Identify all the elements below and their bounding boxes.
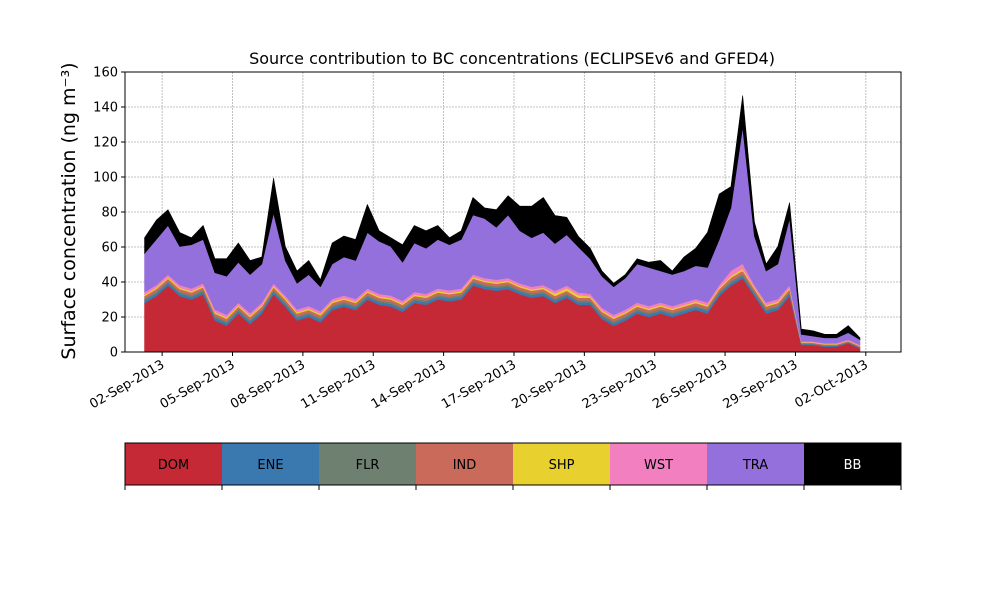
legend-swatch-ene: [222, 443, 319, 485]
legend-label-flr: FLR: [356, 458, 380, 473]
y-tick-label: 20: [101, 311, 118, 326]
legend-swatch-ind: [416, 443, 513, 485]
legend-label-dom: DOM: [158, 458, 189, 473]
y-tick-label: 140: [93, 101, 118, 116]
y-axis: 0 20 40 60 80 100 120 140 160: [93, 66, 125, 361]
legend-label-shp: SHP: [549, 458, 575, 473]
chart-title: Source contribution to BC concentrations…: [249, 49, 775, 68]
legend-label-bb: BB: [844, 458, 862, 473]
y-axis-label: Surface concentration (ng m⁻³): [58, 62, 80, 359]
plot-area: [124, 71, 902, 353]
legend-swatch-wst: [610, 443, 707, 485]
legend-label-ind: IND: [453, 458, 477, 473]
y-tick-label: 120: [93, 136, 118, 151]
grid-lines: [125, 71, 901, 353]
y-tick-label: 0: [110, 346, 118, 361]
y-tick-label: 80: [101, 206, 118, 221]
y-tick-label: 40: [101, 276, 118, 291]
y-tick-label: 100: [93, 171, 118, 186]
stacked-areas: [144, 95, 861, 353]
legend-label-tra: TRA: [742, 458, 768, 473]
legend-label-wst: WST: [644, 458, 673, 473]
y-tick-label: 160: [93, 66, 118, 81]
colorbar-legend: DOM ENE FLR IND SHP WST TRA BB: [124, 442, 902, 490]
legend-swatch-dom: [125, 443, 222, 485]
y-tick-label: 60: [101, 241, 118, 256]
legend-label-ene: ENE: [257, 458, 283, 473]
area-series-bb: [144, 95, 861, 340]
legend-swatch-bb: [804, 443, 901, 485]
legend-swatch-flr: [319, 443, 416, 485]
legend-swatch-shp: [513, 443, 610, 485]
legend-swatch-tra: [707, 443, 804, 485]
